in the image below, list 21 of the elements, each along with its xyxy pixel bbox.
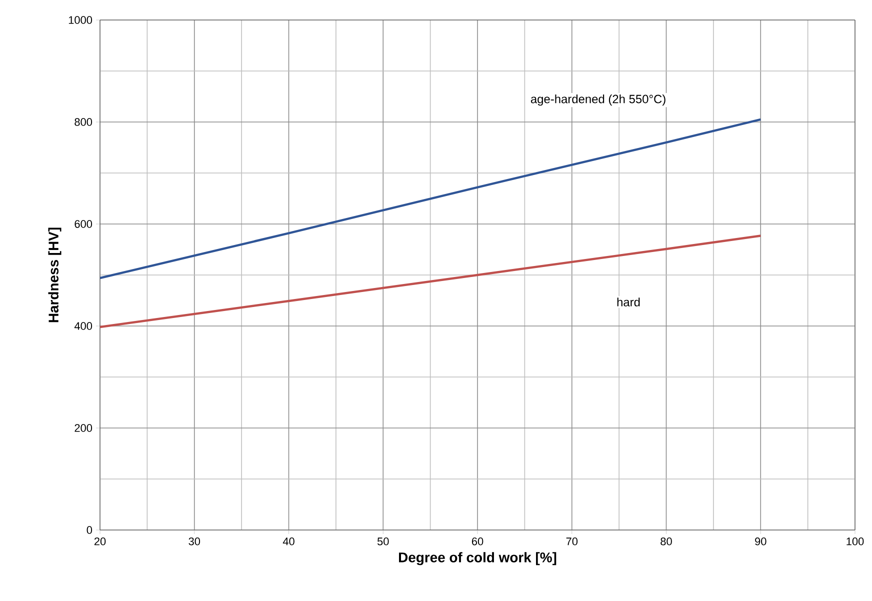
x-tick-label: 80: [660, 538, 672, 546]
x-tick-label: 50: [377, 538, 389, 546]
x-tick-label: 90: [755, 538, 766, 546]
y-tick-label: 400: [74, 322, 92, 330]
y-tick-label: 1000: [68, 16, 92, 24]
line-series: [100, 118, 762, 280]
x-tick-label: 20: [94, 538, 106, 546]
y-tick-label: 0: [86, 526, 92, 534]
x-axis-title: Degree of cold work [%]: [399, 552, 556, 566]
x-tick-label: 60: [472, 538, 484, 546]
x-tick-label: 40: [282, 538, 294, 546]
annotation: age-hardened (2h 550°C): [530, 94, 666, 106]
x-tick-label: 70: [566, 538, 578, 546]
y-tick-label: 200: [74, 424, 92, 432]
annotation: hard: [617, 298, 640, 306]
line-series: [100, 234, 762, 328]
y-axis-title: Hardness [HV]: [48, 228, 62, 322]
x-tick-label: 30: [188, 538, 200, 546]
y-tick-label: 800: [74, 118, 92, 126]
x-tick-label: 100: [846, 538, 864, 546]
y-tick-label: 600: [74, 220, 92, 228]
